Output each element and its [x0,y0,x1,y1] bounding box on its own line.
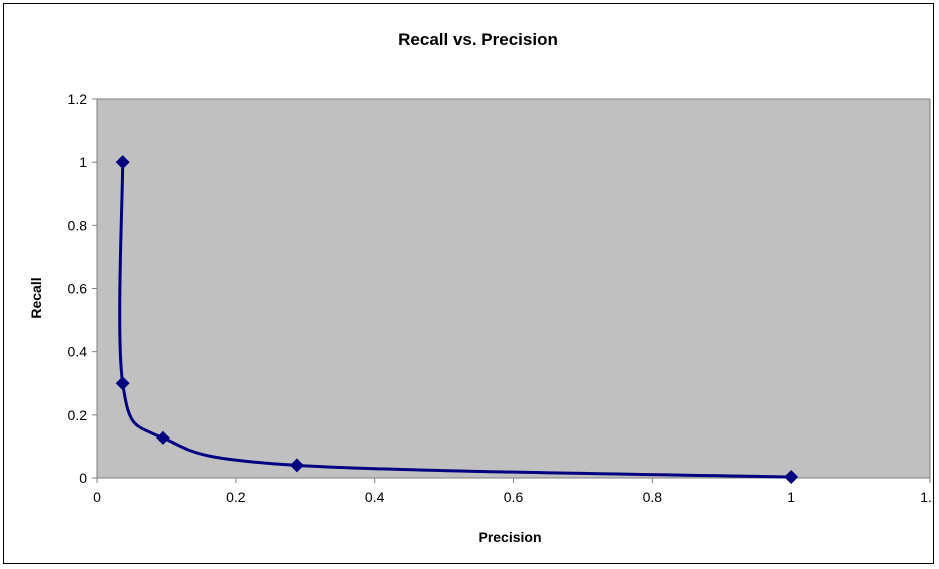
x-axis-ticks: 0 0.2 0.4 0.6 0.8 1 1.2 [93,478,933,505]
x-tick-label: 0.4 [365,489,385,505]
data-point-marker [289,458,304,473]
x-tick-label: 1.2 [920,489,933,505]
y-tick-label: 0.2 [68,407,88,423]
y-axis-ticks: 0 0.2 0.4 0.6 0.8 1 1.2 [68,91,97,486]
chart-title: Recall vs. Precision [398,30,558,49]
x-tick-label: 1 [787,489,795,505]
chart-frame: Recall vs. Precision 0 0.2 0.4 0.6 0.8 1 1.2 0… [3,3,934,564]
y-tick-label: 0.8 [68,217,88,233]
x-tick-label: 0.6 [504,489,524,505]
data-point-marker [155,430,170,445]
y-tick-label: 1 [79,154,87,170]
y-tick-label: 1.2 [68,91,88,107]
recall-precision-chart: Recall vs. Precision 0 0.2 0.4 0.6 0.8 1 1.2 0… [28,30,933,545]
x-tick-label: 0.8 [643,489,663,505]
y-tick-label: 0 [79,470,87,486]
data-point-marker [115,155,130,170]
y-axis-title: Recall [28,277,44,318]
x-axis-title: Precision [478,529,541,545]
plot-area [96,98,931,479]
series-layer [115,155,799,485]
series-line [118,162,792,479]
x-tick-label: 0.2 [226,489,246,505]
y-tick-label: 0.4 [68,344,88,360]
x-tick-label: 0 [93,489,101,505]
data-point-marker [115,376,130,391]
data-point-marker [784,470,799,485]
y-tick-label: 0.6 [68,281,88,297]
